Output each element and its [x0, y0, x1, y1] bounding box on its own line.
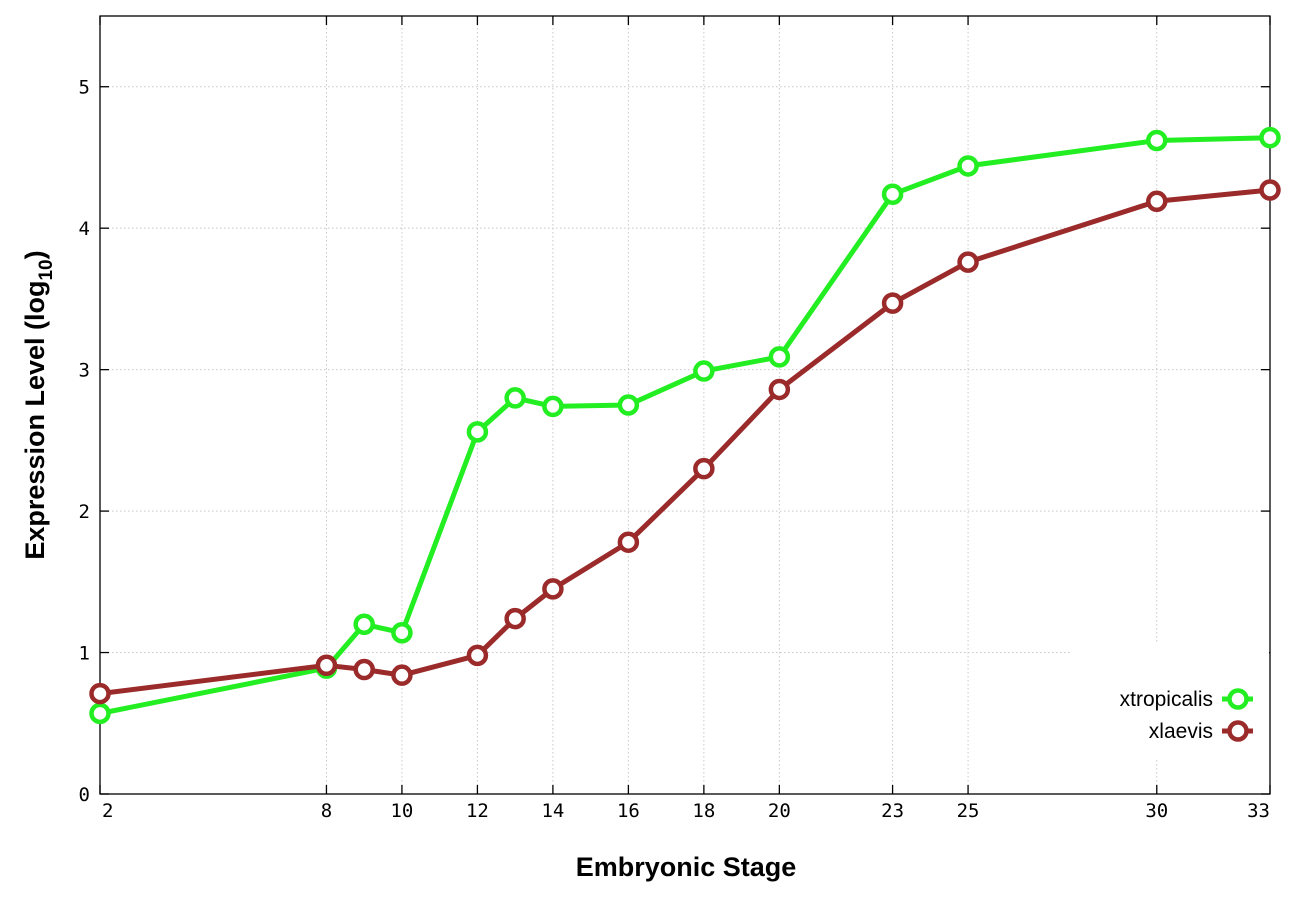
data-point-xlaevis [768, 378, 791, 401]
data-point-xtropicalis [1146, 129, 1168, 152]
data-point-xlaevis [89, 682, 111, 705]
data-point-xlaevis [1259, 179, 1281, 201]
data-point-xtropicalis [957, 155, 979, 177]
y-axis-title-end: ) [20, 250, 50, 259]
data-point-xtropicalis [693, 360, 715, 382]
data-point-xtropicalis [353, 613, 375, 636]
x-tick-label: 18 [692, 800, 715, 822]
x-tick-label: 10 [390, 800, 413, 822]
x-tick-label: 30 [1145, 800, 1168, 822]
series-lines [89, 126, 1281, 725]
data-point-xtropicalis [466, 421, 489, 443]
x-tick-label: 2 [102, 800, 113, 822]
data-point-xtropicalis [89, 702, 111, 725]
data-point-xtropicalis [542, 395, 564, 418]
y-tick-label: 4 [79, 218, 90, 240]
data-point-xlaevis [504, 607, 526, 630]
data-point-xlaevis [957, 251, 979, 273]
data-point-xlaevis [315, 654, 338, 677]
x-axis-title: Embryonic Stage [576, 852, 797, 882]
x-tick-label: 14 [541, 800, 564, 822]
y-tick-label: 5 [79, 77, 90, 99]
legend-marker-xlaevis [1227, 720, 1249, 742]
data-point-xtropicalis [391, 621, 413, 644]
x-tick-label: 25 [957, 800, 980, 822]
data-point-xtropicalis [1259, 126, 1281, 149]
x-tick-label: 12 [466, 800, 489, 822]
plot-frame [99, 15, 1271, 795]
y-tick-label: 1 [79, 643, 90, 665]
y-axis-title-subscript: 10 [36, 259, 57, 280]
data-point-xtropicalis [881, 183, 904, 205]
y-tick-label: 0 [79, 784, 90, 806]
legend-label-xlaevis: xlaevis [1149, 720, 1213, 743]
data-point-xlaevis [1146, 190, 1168, 213]
data-point-xlaevis [881, 292, 904, 314]
x-tick-label: 33 [1247, 800, 1270, 822]
data-point-xlaevis [466, 644, 489, 667]
series-line-xlaevis [99, 187, 1271, 697]
data-point-xlaevis [542, 578, 564, 600]
data-point-xlaevis [617, 531, 640, 553]
data-point-xlaevis [693, 457, 715, 480]
x-tick-label: 8 [321, 800, 332, 822]
y-tick-label: 3 [79, 360, 90, 382]
data-point-xtropicalis [617, 394, 640, 416]
x-tick-label: 16 [617, 800, 640, 822]
data-point-xlaevis [391, 664, 413, 686]
legend-label-xtropicalis: xtropicalis [1120, 688, 1213, 711]
x-tick-label: 23 [881, 800, 904, 822]
data-point-xlaevis [353, 658, 375, 681]
data-point-xtropicalis [504, 387, 526, 409]
x-tick-label: 20 [768, 800, 791, 822]
data-point-xtropicalis [768, 346, 791, 368]
y-axis-title-main: Expression Level (log [20, 281, 50, 560]
series-line-xtropicalis [99, 135, 1271, 716]
y-axis-title: Expression Level (log10) [20, 250, 57, 559]
y-tick-label: 2 [79, 501, 90, 523]
legend: xtropicalis xlaevis [1120, 688, 1253, 743]
legend-marker-xtropicalis [1227, 688, 1249, 710]
